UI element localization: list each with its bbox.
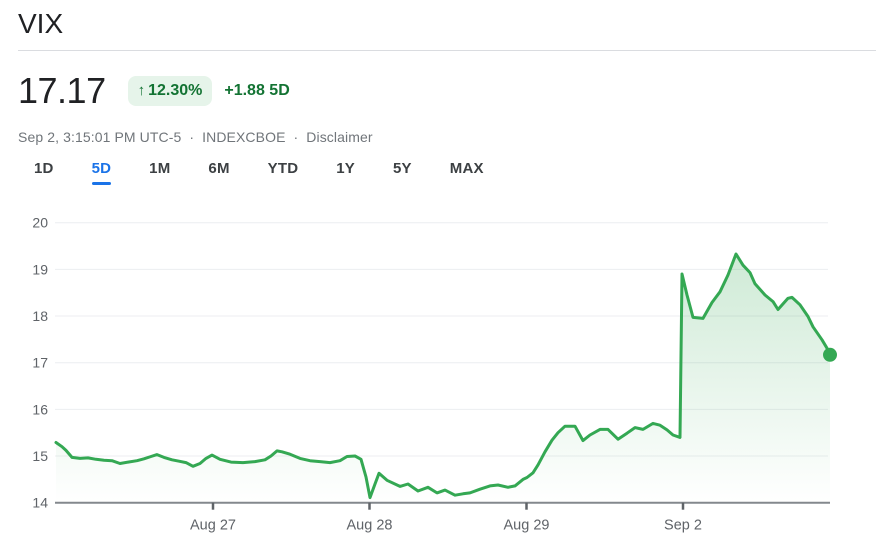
y-axis-label: 15 (32, 448, 48, 464)
quote-meta: Sep 2, 3:15:01 PM UTC-5 · INDEXCBOE · Di… (18, 129, 373, 145)
range-tab-label: 1M (149, 160, 171, 177)
range-tab-label: 6M (208, 160, 230, 177)
range-tab-1d[interactable]: 1D (34, 160, 54, 185)
latest-point-dot (823, 347, 837, 362)
tab-underline (34, 182, 54, 185)
range-tab-bar: 1D 5D 1M 6M YTD 1Y 5Y MAX (34, 160, 484, 185)
exchange-name: INDEXCBOE (202, 129, 286, 145)
x-axis-label: Aug 27 (190, 518, 236, 534)
x-axis-label: Aug 29 (504, 518, 550, 534)
y-axis-label: 16 (32, 401, 48, 417)
tab-underline (149, 182, 170, 185)
y-axis-label: 14 (32, 495, 48, 511)
y-axis-label: 18 (32, 308, 48, 324)
change-absolute: +1.88 5D (224, 82, 290, 99)
range-tab-label: 1D (34, 160, 54, 177)
x-axis-label: Aug 28 (347, 518, 393, 534)
y-axis-label: 20 (32, 215, 48, 231)
range-tab-ytd[interactable]: YTD (268, 160, 299, 185)
active-tab-underline (91, 182, 112, 185)
range-tab-1y[interactable]: 1Y (336, 160, 355, 185)
meta-separator: · (293, 129, 299, 145)
range-tab-label: YTD (267, 160, 299, 177)
change-percent-value: 12.30% (148, 82, 203, 99)
price-line (54, 252, 832, 500)
range-tab-label: 5Y (393, 160, 412, 177)
y-axis-label: 17 (32, 355, 48, 371)
up-arrow-icon: ↑ (137, 82, 146, 99)
price-area-fill (56, 254, 830, 503)
x-axis-label: Sep 2 (664, 518, 702, 534)
range-tab-1m[interactable]: 1M (149, 160, 170, 185)
quote-timestamp: Sep 2, 3:15:01 PM UTC-5 (18, 129, 182, 145)
range-tab-label: 5D (91, 160, 112, 177)
tab-underline (450, 182, 484, 185)
tab-underline (208, 182, 229, 185)
tab-underline (393, 182, 412, 185)
current-price: 17.17 (18, 70, 106, 111)
range-tab-6m[interactable]: 6M (208, 160, 229, 185)
tab-underline (268, 182, 299, 185)
quote-summary: 17.17 ↑ 12.30% +1.88 5D (18, 71, 290, 111)
price-chart[interactable]: 14 15 16 17 18 19 20 Aug 27 Aug 28 Aug 29 Sep 2 (0, 200, 876, 553)
tab-underline (336, 182, 355, 185)
range-tab-max[interactable]: MAX (450, 160, 484, 185)
disclaimer-link[interactable]: Disclaimer (306, 129, 373, 145)
meta-separator: · (189, 129, 195, 145)
header-divider (18, 50, 876, 51)
range-tab-label: 1Y (336, 160, 356, 177)
range-tab-5d[interactable]: 5D (91, 160, 112, 185)
y-axis-label: 19 (32, 261, 48, 277)
range-tab-5y[interactable]: 5Y (393, 160, 412, 185)
change-percent-badge: ↑ 12.30% (127, 76, 213, 106)
range-tab-label: MAX (449, 160, 484, 177)
page-title: VIX (18, 8, 64, 39)
